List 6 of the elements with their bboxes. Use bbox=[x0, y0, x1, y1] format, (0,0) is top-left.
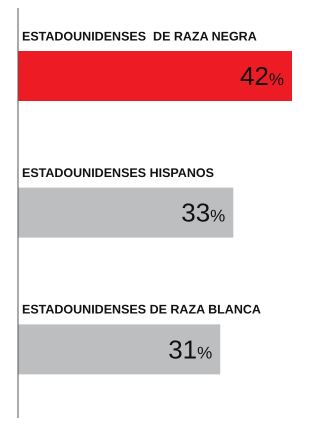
y-tick-label: ESTADOUNIDENSES DE RAZA BLANCA bbox=[22, 302, 261, 317]
data-label: 31% bbox=[168, 334, 212, 364]
data-label: 42% bbox=[240, 61, 284, 91]
y-tick-label: ESTADOUNIDENSES DE RAZA NEGRA bbox=[22, 29, 257, 44]
y-tick-label: ESTADOUNIDENSES HISPANOS bbox=[22, 166, 214, 180]
data-label: 33% bbox=[181, 198, 226, 228]
